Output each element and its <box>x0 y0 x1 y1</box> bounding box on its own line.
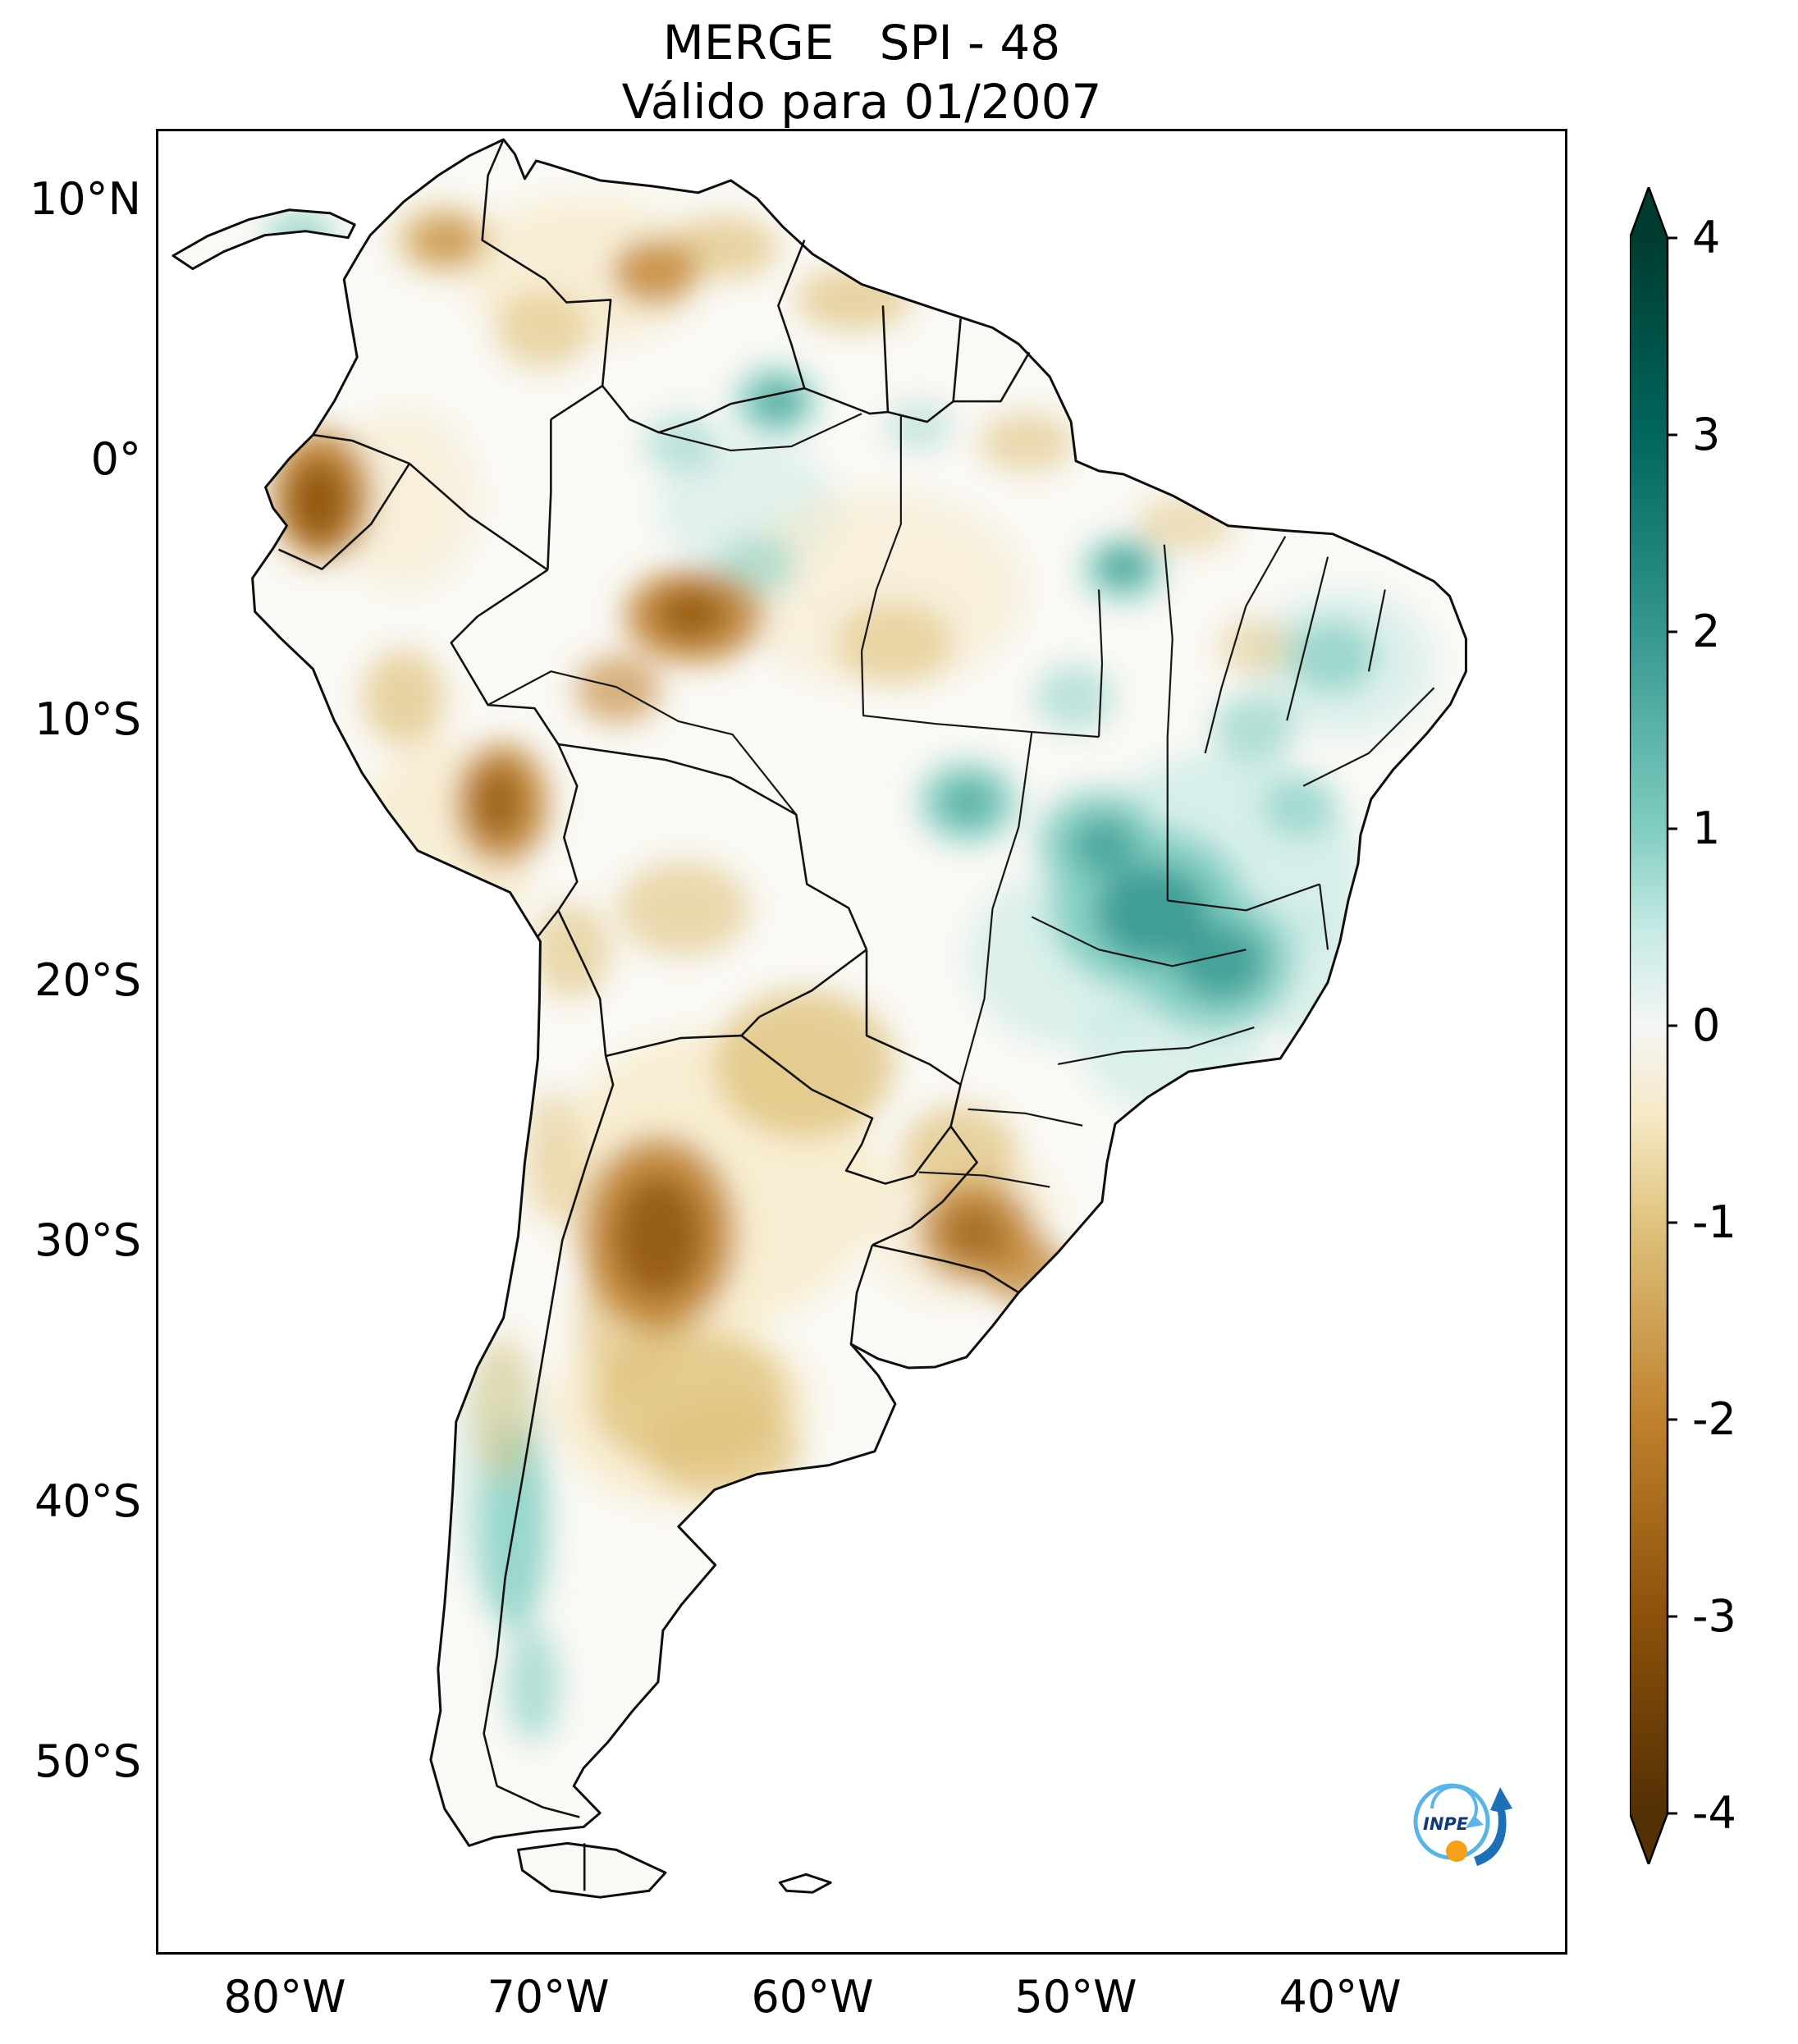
inpe-logo: INPE <box>1405 1774 1517 1873</box>
x-axis-tick-label: 50°W <box>1014 1971 1137 2023</box>
colorbar <box>1628 184 1687 1868</box>
y-axis-tick-label: 10°N <box>29 173 141 225</box>
logo-arrow-icon <box>1474 1787 1512 1866</box>
spi-field <box>172 139 1466 1898</box>
chart-subtitle: Válido para 01/2007 <box>621 74 1102 130</box>
colorbar-tick-label: -3 <box>1692 1590 1736 1642</box>
map-canvas <box>156 129 1567 1955</box>
colorbar-tick-label: -1 <box>1692 1196 1736 1248</box>
country-borders <box>277 139 1031 1891</box>
x-axis-tick-label: 70°W <box>487 1971 610 2023</box>
colorbar-tick-label: 3 <box>1692 409 1721 460</box>
colorbar-tick-marks <box>1668 236 1677 1815</box>
y-axis-tick-label: 10°S <box>34 693 141 745</box>
colorbar-tick-label: 1 <box>1692 803 1721 854</box>
colorbar-tick-label: 4 <box>1692 212 1721 263</box>
colorbar-tick-label: -4 <box>1692 1787 1736 1839</box>
south-america-map <box>172 138 1467 1899</box>
x-axis-tick-label: 80°W <box>223 1971 346 2023</box>
y-axis-tick-label: 40°S <box>34 1475 141 1527</box>
colorbar-tick-label: 0 <box>1692 999 1721 1051</box>
x-axis-tick-label: 40°W <box>1279 1971 1402 2023</box>
colorbar-tick-label: 2 <box>1692 606 1721 657</box>
logo-inner-swirl <box>1430 1785 1478 1823</box>
y-axis-tick-label: 30°S <box>34 1214 141 1266</box>
y-axis-tick-label: 0° <box>90 433 141 485</box>
y-axis-tick-label: 20°S <box>34 954 141 1006</box>
chart-title: MERGE SPI - 48 <box>662 15 1061 71</box>
y-axis-tick-label: 50°S <box>34 1735 141 1787</box>
colorbar-tick-label: -2 <box>1692 1393 1736 1445</box>
logo-swirl-arrowhead <box>1466 1815 1484 1828</box>
inpe-logo-text: INPE <box>1423 1814 1469 1834</box>
x-axis-tick-label: 60°W <box>751 1971 874 2023</box>
inpe-logo-graphic: INPE <box>1413 1783 1512 1866</box>
logo-orange-ball <box>1446 1841 1467 1862</box>
state-borders <box>487 413 1435 1188</box>
colorbar-gradient <box>1628 184 1677 1868</box>
